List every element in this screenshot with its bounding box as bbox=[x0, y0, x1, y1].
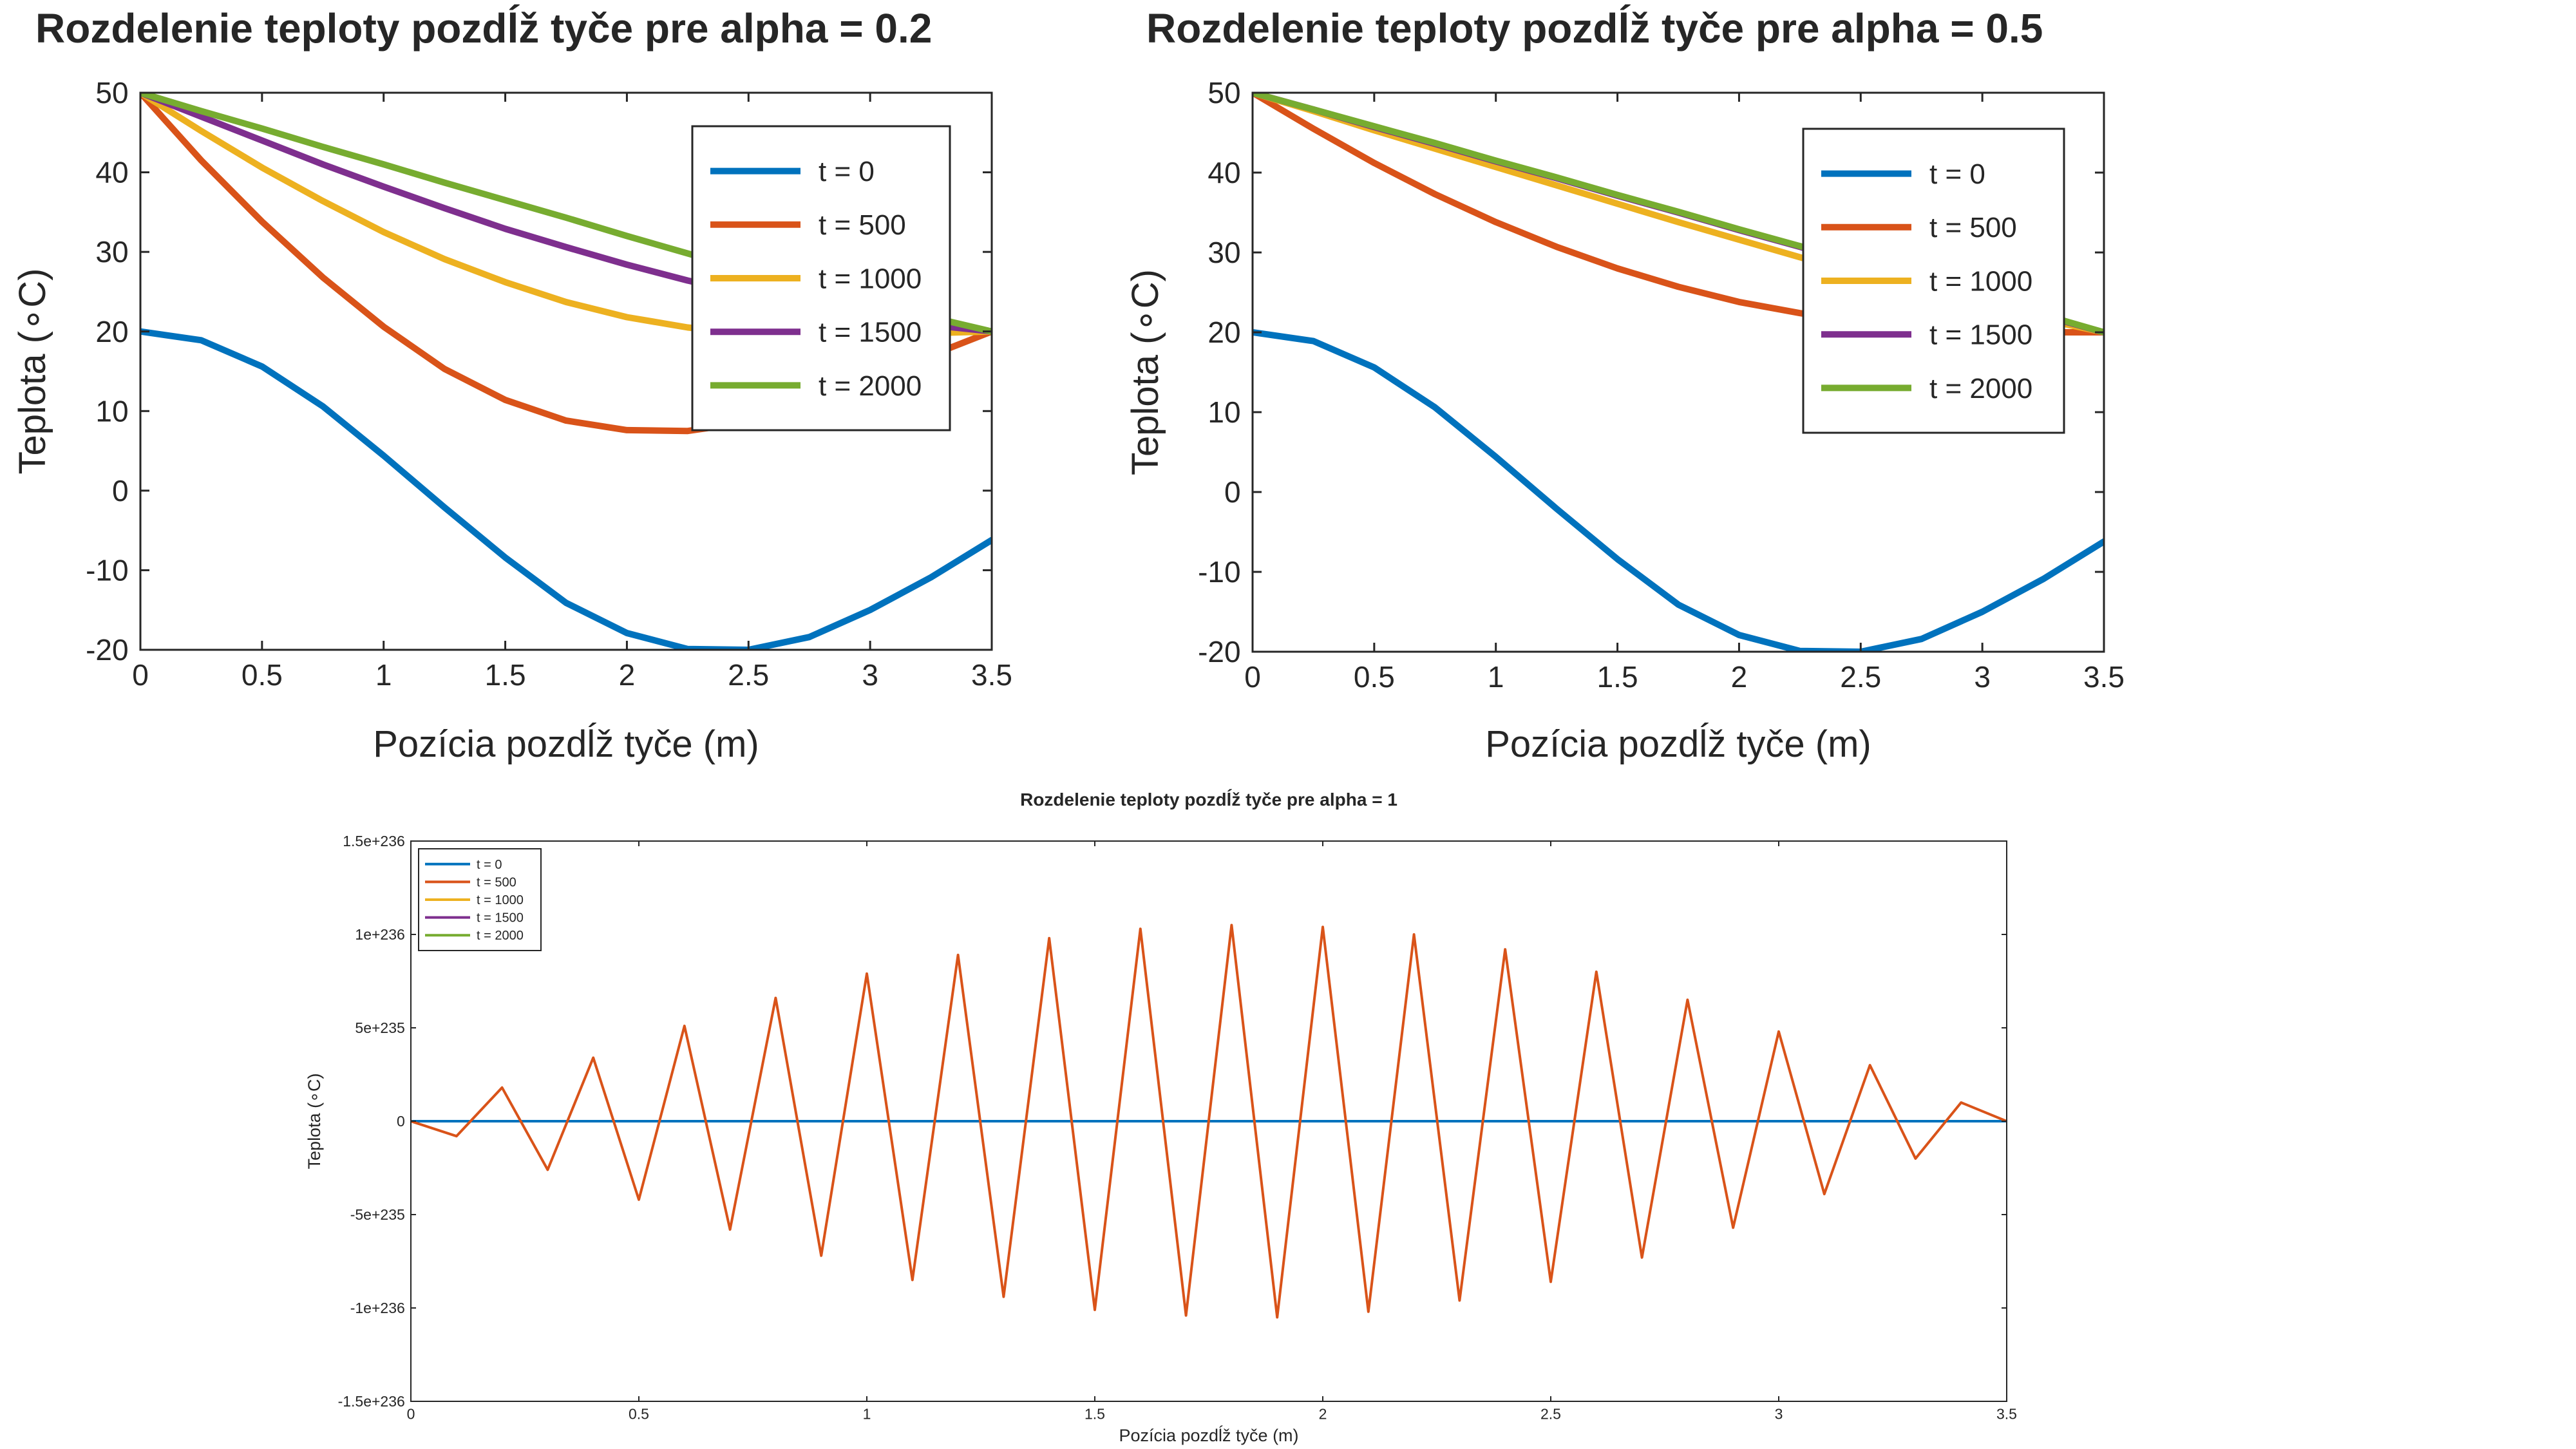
legend-label-2: t = 1000 bbox=[477, 893, 524, 907]
y-tick-label: -1.5e+236 bbox=[338, 1393, 405, 1410]
x-tick-label: 2.5 bbox=[1840, 660, 1881, 694]
x-axis-label: Pozícia pozdĺž tyče (m) bbox=[1119, 1425, 1298, 1445]
chart-alpha-1: Rozdelenie teploty pozdĺž tyče pre alpha… bbox=[305, 789, 2017, 1445]
x-tick-label: 0.5 bbox=[629, 1406, 649, 1423]
axes-box bbox=[1251, 91, 2105, 653]
x-tick-label: 1 bbox=[1488, 660, 1504, 694]
x-tick-label: 3.5 bbox=[971, 658, 1012, 692]
chart-title: Rozdelenie teploty pozdĺž tyče pre alpha… bbox=[1146, 4, 2043, 52]
x-tick-label: 2 bbox=[1319, 1406, 1327, 1423]
x-tick-label: 1 bbox=[863, 1406, 871, 1423]
legend-label-4: t = 2000 bbox=[1929, 373, 2032, 404]
series-line-0 bbox=[140, 328, 992, 650]
legend-label-0: t = 0 bbox=[819, 156, 875, 187]
y-tick-label: 10 bbox=[95, 394, 128, 428]
y-axis-label: Teplota (∘C) bbox=[12, 269, 53, 475]
legend-label-3: t = 1500 bbox=[1929, 319, 2032, 351]
y-tick-label: 20 bbox=[1208, 316, 1240, 349]
y-tick-label: 30 bbox=[1208, 236, 1240, 269]
x-tick-label: 0 bbox=[407, 1406, 415, 1423]
y-tick-label: 50 bbox=[1208, 76, 1240, 109]
y-axis-label: Teplota (∘C) bbox=[1124, 269, 1166, 475]
legend: t = 0 t = 500 t = 1000 t = 1500 t = 2000 bbox=[418, 848, 542, 951]
x-tick-label: 3 bbox=[1775, 1406, 1783, 1423]
x-tick-label: 0 bbox=[132, 658, 149, 692]
chart-title: Rozdelenie teploty pozdĺž tyče pre alpha… bbox=[1020, 789, 1397, 810]
y-tick-label: 20 bbox=[95, 315, 128, 348]
legend-label-2: t = 1000 bbox=[819, 263, 922, 294]
x-tick-label: 1.5 bbox=[485, 658, 526, 692]
y-tick-label: -5e+235 bbox=[350, 1206, 405, 1223]
x-tick-label: 2 bbox=[1731, 660, 1748, 694]
y-tick-label: 30 bbox=[95, 235, 128, 269]
x-tick-label: 1 bbox=[375, 658, 392, 692]
legend-label-3: t = 1500 bbox=[477, 911, 524, 925]
legend: t = 0 t = 500 t = 1000 t = 1500 t = 2000 bbox=[691, 125, 951, 431]
legend-label-3: t = 1500 bbox=[819, 317, 922, 348]
x-tick-label: 0.5 bbox=[1354, 660, 1395, 694]
x-tick-label: 0 bbox=[1244, 660, 1261, 694]
x-tick-label: 3.5 bbox=[1996, 1406, 2017, 1423]
chart-alpha-0.2: Rozdelenie teploty pozdĺž tyče pre alpha… bbox=[12, 4, 1012, 765]
legend-label-4: t = 2000 bbox=[477, 929, 524, 943]
legend-label-0: t = 0 bbox=[1929, 158, 1985, 190]
y-tick-label: -10 bbox=[86, 554, 128, 587]
legend-label-2: t = 1000 bbox=[1929, 265, 2032, 297]
y-tick-label: 40 bbox=[95, 156, 128, 189]
legend-label-4: t = 2000 bbox=[819, 370, 922, 402]
x-tick-label: 3 bbox=[862, 658, 878, 692]
x-tick-label: 1.5 bbox=[1084, 1406, 1105, 1423]
legend-label-1: t = 500 bbox=[1929, 212, 2017, 243]
series-line-1 bbox=[411, 923, 2007, 1319]
y-tick-label: 0 bbox=[1224, 475, 1241, 509]
legend-label-1: t = 500 bbox=[819, 209, 906, 241]
x-tick-label: 3.5 bbox=[2083, 660, 2125, 694]
x-tick-label: 1.5 bbox=[1597, 660, 1638, 694]
series-line-0 bbox=[1253, 329, 2104, 652]
x-tick-label: 3 bbox=[1974, 660, 1991, 694]
x-tick-label: 2.5 bbox=[1540, 1406, 1561, 1423]
x-axis-label: Pozícia pozdĺž tyče (m) bbox=[373, 723, 759, 765]
y-tick-label: 40 bbox=[1208, 156, 1240, 189]
y-tick-label: 10 bbox=[1208, 395, 1240, 429]
x-axis-label: Pozícia pozdĺž tyče (m) bbox=[1485, 723, 1871, 765]
x-tick-label: 2 bbox=[619, 658, 636, 692]
x-tick-label: 0.5 bbox=[242, 658, 283, 692]
y-tick-label: 5e+235 bbox=[355, 1019, 404, 1036]
chart-alpha-0.5: Rozdelenie teploty pozdĺž tyče pre alpha… bbox=[1124, 4, 2125, 765]
axes-box bbox=[139, 91, 993, 651]
y-tick-label: 1.5e+236 bbox=[343, 833, 405, 849]
y-tick-label: -20 bbox=[86, 633, 128, 667]
y-tick-label: -20 bbox=[1198, 635, 1240, 668]
chart-title: Rozdelenie teploty pozdĺž tyče pre alpha… bbox=[35, 4, 932, 52]
legend: t = 0 t = 500 t = 1000 t = 1500 t = 2000 bbox=[1802, 128, 2065, 434]
y-tick-label: 50 bbox=[95, 76, 128, 109]
y-tick-label: -10 bbox=[1198, 555, 1240, 589]
legend-label-1: t = 500 bbox=[477, 875, 516, 889]
series-group bbox=[411, 923, 2007, 1319]
y-tick-label: -1e+236 bbox=[350, 1300, 405, 1316]
y-tick-label: 0 bbox=[112, 474, 129, 507]
legend-label-0: t = 0 bbox=[477, 858, 502, 872]
y-tick-label: 0 bbox=[397, 1113, 405, 1130]
y-axis-label: Teplota (∘C) bbox=[305, 1074, 324, 1170]
x-tick-label: 2.5 bbox=[728, 658, 769, 692]
y-tick-label: 1e+236 bbox=[355, 926, 404, 943]
